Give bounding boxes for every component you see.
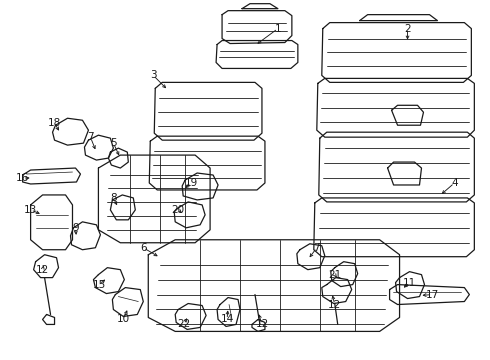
Text: 15: 15 <box>93 280 106 289</box>
Text: 8: 8 <box>110 193 117 203</box>
Text: 5: 5 <box>110 138 117 148</box>
Text: 19: 19 <box>185 178 198 188</box>
Text: 22: 22 <box>177 319 191 329</box>
Text: 9: 9 <box>72 223 79 233</box>
Text: 13: 13 <box>24 205 37 215</box>
Text: 10: 10 <box>117 314 130 324</box>
Text: 12: 12 <box>328 300 342 310</box>
Text: 1: 1 <box>274 24 281 33</box>
Text: 2: 2 <box>404 24 411 33</box>
Text: 6: 6 <box>140 243 147 253</box>
Text: 12: 12 <box>255 319 269 329</box>
Text: 17: 17 <box>426 289 439 300</box>
Text: 3: 3 <box>150 71 157 80</box>
Text: 12: 12 <box>36 265 49 275</box>
Text: 20: 20 <box>172 205 185 215</box>
Text: 7: 7 <box>314 243 320 253</box>
Text: 18: 18 <box>48 118 61 128</box>
Text: 11: 11 <box>403 278 416 288</box>
Text: 21: 21 <box>328 270 342 280</box>
Text: 7: 7 <box>87 132 94 142</box>
Text: 4: 4 <box>451 178 458 188</box>
Text: 16: 16 <box>16 173 29 183</box>
Text: 14: 14 <box>220 314 234 324</box>
